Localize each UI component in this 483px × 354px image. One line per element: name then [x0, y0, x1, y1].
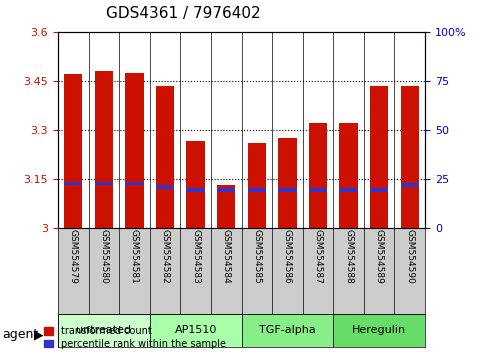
Bar: [309, 188, 327, 192]
Legend: transformed count, percentile rank within the sample: transformed count, percentile rank withi…: [43, 326, 226, 349]
Text: TGF-alpha: TGF-alpha: [259, 325, 316, 335]
Bar: [248, 188, 266, 192]
Bar: [370, 86, 388, 228]
Bar: [400, 86, 419, 228]
Text: agent: agent: [2, 328, 39, 341]
Text: GSM554583: GSM554583: [191, 229, 200, 284]
Bar: [217, 185, 235, 228]
Bar: [125, 73, 143, 228]
Bar: [340, 188, 358, 192]
Bar: [217, 188, 235, 192]
Text: GSM554589: GSM554589: [375, 229, 384, 284]
Text: GSM554588: GSM554588: [344, 229, 353, 284]
Text: GSM554586: GSM554586: [283, 229, 292, 284]
Bar: [340, 123, 358, 228]
Bar: [309, 123, 327, 228]
Bar: [400, 183, 419, 187]
Bar: [186, 141, 205, 228]
Bar: [248, 143, 266, 228]
Bar: [370, 188, 388, 192]
Bar: [278, 138, 297, 228]
Bar: [156, 185, 174, 189]
Bar: [156, 86, 174, 228]
Text: GSM554579: GSM554579: [69, 229, 78, 284]
Text: GSM554580: GSM554580: [99, 229, 108, 284]
Text: GSM554582: GSM554582: [160, 229, 170, 284]
Text: Heregulin: Heregulin: [352, 325, 406, 335]
Text: GSM554584: GSM554584: [222, 229, 231, 284]
Bar: [186, 188, 205, 192]
FancyBboxPatch shape: [150, 314, 242, 347]
Bar: [95, 71, 113, 228]
Text: AP1510: AP1510: [174, 325, 217, 335]
Bar: [95, 182, 113, 185]
Text: ▶: ▶: [34, 328, 43, 341]
Text: untreated: untreated: [76, 325, 131, 335]
Bar: [278, 188, 297, 192]
Text: GSM554585: GSM554585: [252, 229, 261, 284]
Text: GSM554587: GSM554587: [313, 229, 323, 284]
FancyBboxPatch shape: [58, 314, 150, 347]
FancyBboxPatch shape: [242, 314, 333, 347]
Text: GDS4361 / 7976402: GDS4361 / 7976402: [106, 6, 261, 21]
Bar: [125, 182, 143, 185]
FancyBboxPatch shape: [333, 314, 425, 347]
Bar: [64, 182, 83, 185]
Text: GSM554581: GSM554581: [130, 229, 139, 284]
Bar: [64, 74, 83, 228]
Text: GSM554590: GSM554590: [405, 229, 414, 284]
